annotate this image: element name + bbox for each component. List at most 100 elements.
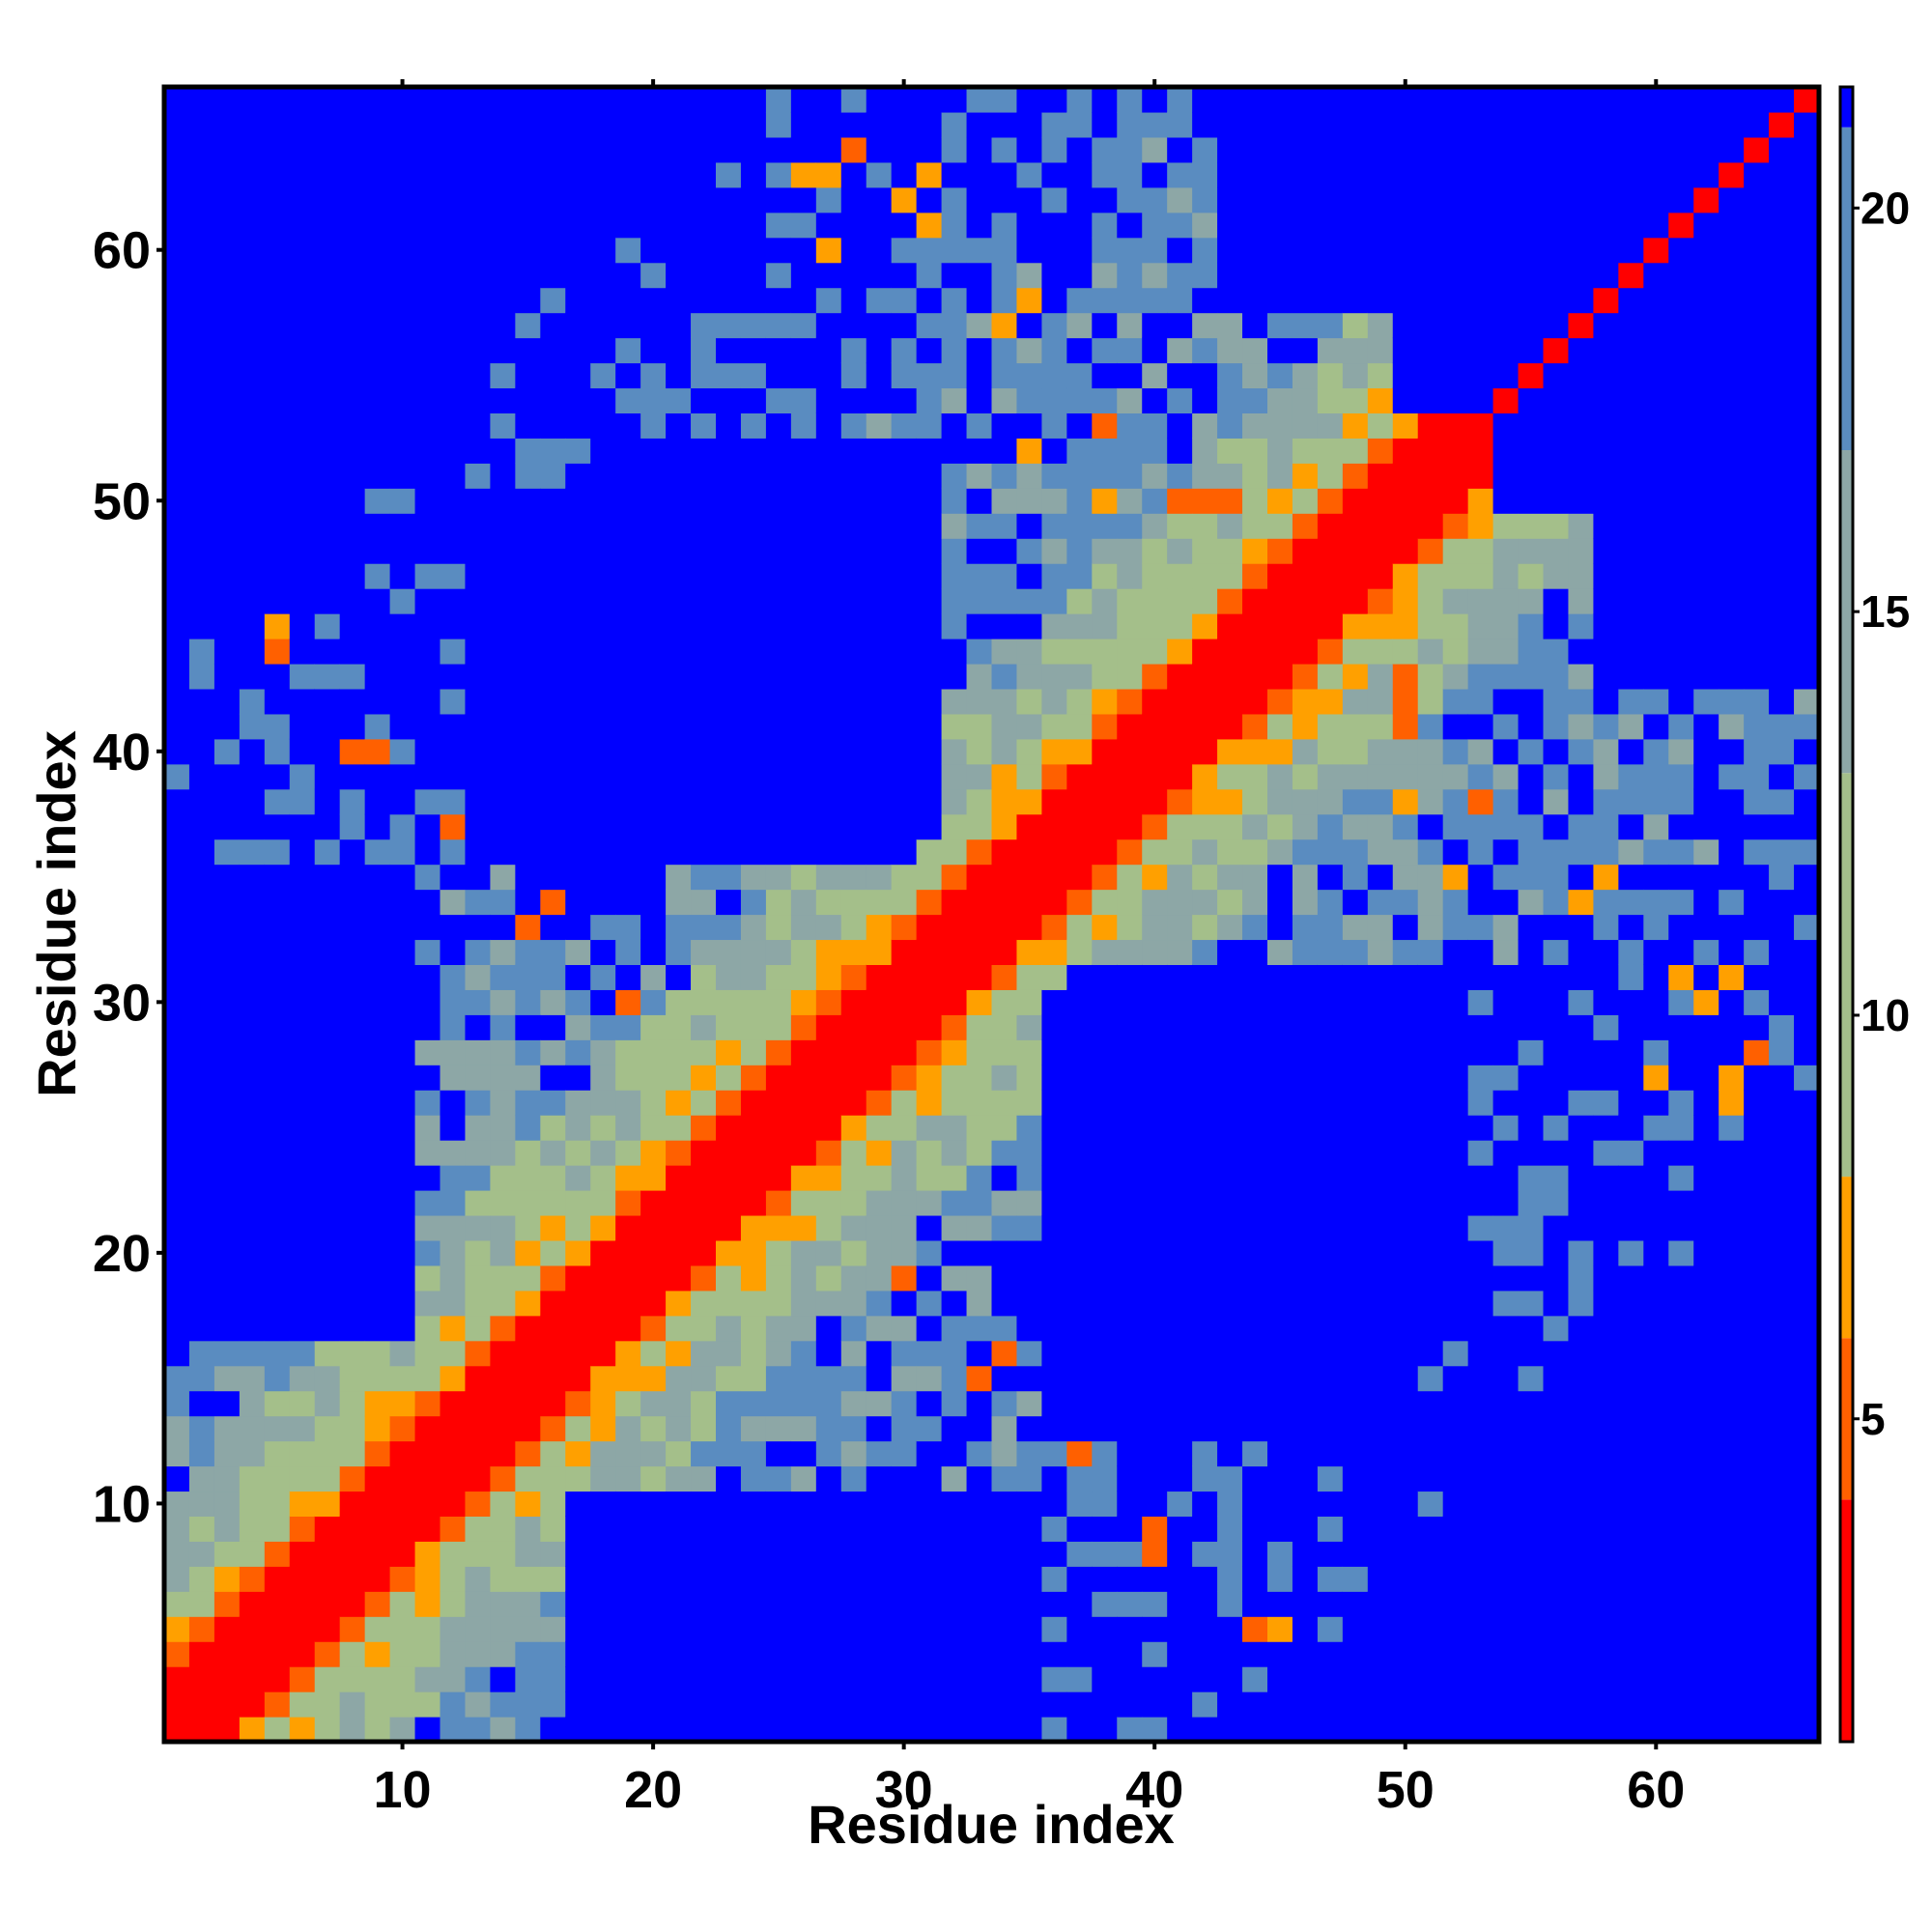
heatmap-cell (1142, 1717, 1168, 1743)
heatmap-cell (1417, 538, 1444, 564)
heatmap-cell (740, 713, 767, 740)
heatmap-cell (891, 1591, 918, 1617)
heatmap-cell (1192, 212, 1218, 239)
heatmap-cell (991, 613, 1018, 639)
heatmap-cell (1342, 1140, 1369, 1166)
heatmap-cell (440, 939, 467, 965)
heatmap-cell (339, 563, 366, 589)
heatmap-cell (1267, 488, 1293, 514)
heatmap-cell (1518, 186, 1545, 213)
heatmap-cell (1543, 1239, 1570, 1266)
heatmap-cell (640, 312, 667, 339)
heatmap-cell (1593, 136, 1619, 163)
heatmap-cell (1041, 1039, 1067, 1065)
heatmap-cell (1618, 87, 1644, 113)
heatmap-cell (1492, 563, 1520, 589)
heatmap-cell (1492, 1516, 1520, 1542)
heatmap-cell (666, 1239, 692, 1266)
heatmap-cell (339, 1541, 366, 1567)
heatmap-cell (213, 1315, 241, 1342)
heatmap-cell (1342, 1014, 1369, 1040)
heatmap-cell (1092, 688, 1118, 715)
heatmap-cell (1142, 1415, 1168, 1442)
heatmap-cell (916, 111, 943, 138)
heatmap-cell (815, 1516, 842, 1542)
heatmap-cell (1242, 1591, 1268, 1617)
heatmap-cell (1668, 1239, 1694, 1266)
heatmap-cell (1041, 1239, 1067, 1266)
heatmap-cell (414, 1717, 441, 1743)
heatmap-cell (590, 161, 616, 188)
heatmap-cell (615, 237, 641, 264)
heatmap-cell (966, 438, 993, 464)
heatmap-cell (1467, 1014, 1494, 1040)
heatmap-cell (691, 989, 717, 1015)
heatmap-cell (640, 964, 667, 990)
heatmap-cell (1016, 1641, 1042, 1667)
heatmap-cell (1167, 889, 1193, 916)
heatmap-cell (1417, 588, 1444, 614)
heatmap-cell (1342, 813, 1369, 840)
heatmap-cell (590, 1065, 616, 1091)
heatmap-cell (916, 1666, 943, 1692)
heatmap-cell (1367, 186, 1394, 213)
heatmap-cell (1242, 463, 1268, 489)
heatmap-cell (666, 1591, 692, 1617)
heatmap-cell (1719, 262, 1745, 289)
heatmap-cell (1267, 989, 1293, 1015)
heatmap-cell (239, 1214, 266, 1241)
heatmap-cell (440, 639, 467, 665)
heatmap-cell (164, 262, 190, 289)
heatmap-cell (615, 161, 641, 188)
heatmap-cell (740, 914, 767, 941)
heatmap-cell (1543, 387, 1570, 413)
heatmap-cell (440, 237, 467, 264)
heatmap-cell (1117, 1591, 1143, 1617)
heatmap-cell (790, 1591, 817, 1617)
heatmap-cell (1744, 1666, 1770, 1692)
heatmap-cell (414, 889, 441, 916)
heatmap-cell (840, 1290, 867, 1317)
heatmap-cell (1442, 1591, 1469, 1617)
heatmap-cell (1518, 639, 1545, 665)
heatmap-cell (615, 939, 641, 965)
heatmap-cell (314, 212, 341, 239)
heatmap-cell (1794, 914, 1820, 941)
heatmap-cell (1668, 438, 1694, 464)
heatmap-cell (991, 1641, 1018, 1667)
heatmap-cell (691, 1290, 717, 1317)
heatmap-cell (966, 1239, 993, 1266)
heatmap-cell (941, 87, 968, 113)
heatmap-cell (840, 838, 867, 866)
heatmap-cell (414, 312, 441, 339)
heatmap-cell (1317, 161, 1344, 188)
heatmap-cell (866, 688, 893, 715)
heatmap-cell (840, 1717, 867, 1743)
heatmap-cell (1693, 914, 1719, 941)
heatmap-cell (740, 1090, 767, 1116)
heatmap-cell (1192, 387, 1218, 413)
heatmap-cell (1292, 1264, 1319, 1292)
heatmap-cell (515, 613, 541, 639)
heatmap-cell (840, 513, 867, 539)
heatmap-cell (1668, 563, 1694, 589)
heatmap-cell (1167, 563, 1193, 589)
heatmap-cell (565, 1440, 591, 1467)
heatmap-cell (966, 538, 993, 564)
heatmap-cell (1744, 262, 1770, 289)
heatmap-cell (389, 1290, 416, 1317)
heatmap-cell (1267, 1115, 1293, 1141)
heatmap-cell (1117, 1290, 1143, 1317)
heatmap-cell (1643, 412, 1669, 439)
heatmap-cell (840, 362, 867, 389)
heatmap-cell (414, 1239, 441, 1266)
heatmap-cell (1392, 513, 1419, 539)
heatmap-cell (1392, 1717, 1419, 1743)
heatmap-cell (765, 1491, 792, 1517)
heatmap-cell (213, 613, 241, 639)
heatmap-cell (1467, 738, 1494, 765)
heatmap-cell (1392, 262, 1419, 289)
heatmap-cell (1342, 161, 1369, 188)
heatmap-cell (1317, 1090, 1344, 1116)
heatmap-cell (1342, 312, 1369, 339)
